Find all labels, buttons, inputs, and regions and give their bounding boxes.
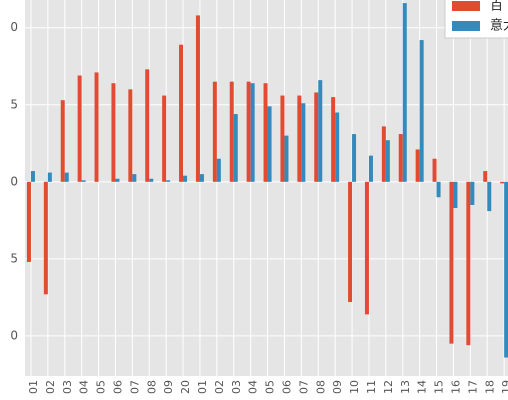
bar	[111, 83, 116, 182]
bar	[436, 181, 441, 198]
bar	[449, 181, 454, 344]
bar	[81, 180, 86, 182]
x-tick-label: 04	[247, 380, 260, 394]
x-tick-label: 04	[78, 380, 91, 394]
bar	[504, 181, 508, 358]
x-tick-label: 02	[44, 380, 57, 394]
bar	[128, 89, 133, 182]
x-tick-label: 06	[280, 380, 293, 394]
bar	[364, 181, 369, 315]
x-tick-label: 10	[348, 380, 361, 394]
bar	[132, 174, 137, 182]
bar	[233, 114, 238, 182]
y-tick-label: 0	[10, 20, 18, 34]
bar	[267, 106, 272, 182]
y-tick-label: 0	[10, 328, 18, 342]
x-tick-label: 07	[297, 380, 310, 394]
bar	[348, 181, 353, 303]
bar	[26, 181, 31, 262]
x-tick-label: 08	[145, 380, 158, 394]
bar	[402, 3, 407, 182]
bar	[331, 97, 336, 182]
bar	[77, 75, 82, 182]
x-tick-label: 13	[399, 380, 412, 394]
x-tick-label: 18	[483, 380, 496, 394]
x-tick-label: 05	[95, 380, 108, 394]
bar	[453, 181, 458, 209]
x-tick-label: 12	[382, 380, 395, 394]
bar	[195, 15, 200, 182]
bar	[149, 178, 154, 182]
x-tick-label: 03	[61, 380, 74, 394]
bar	[297, 95, 302, 182]
bar	[335, 112, 340, 182]
bar	[483, 171, 488, 182]
x-tick-label: 01	[196, 380, 209, 394]
y-tick-label: 5	[10, 251, 18, 265]
x-tick-label: 17	[466, 380, 479, 394]
bar	[199, 174, 204, 182]
x-tick-label: 09	[331, 380, 344, 394]
x-tick-label: 05	[264, 380, 277, 394]
bar	[60, 100, 65, 182]
x-tick-label: 20	[179, 380, 192, 394]
x-tick-label: 15	[433, 380, 446, 394]
legend-label: 百	[490, 0, 503, 14]
x-tick-label: 19	[500, 380, 508, 394]
x-tick-label: 16	[449, 380, 462, 394]
bar	[314, 92, 319, 182]
y-tick-label: 0	[10, 174, 18, 188]
x-tick-label: 08	[314, 380, 327, 394]
bar	[466, 181, 471, 346]
bar	[250, 83, 255, 182]
bar	[263, 83, 268, 182]
bar	[301, 103, 306, 182]
bar	[43, 181, 48, 295]
x-tick-label: 06	[111, 380, 124, 394]
x-tick-label: 11	[365, 380, 378, 394]
legend-swatch	[452, 21, 480, 31]
bar	[487, 181, 492, 212]
bar	[381, 126, 386, 182]
bar	[470, 181, 475, 205]
bar	[368, 155, 373, 182]
bar	[432, 158, 437, 182]
x-tick-label: 07	[128, 380, 141, 394]
bar	[115, 178, 120, 182]
bar	[179, 44, 184, 182]
bar	[284, 135, 289, 182]
x-tick-label: 14	[416, 380, 429, 394]
legend-swatch	[452, 1, 480, 11]
x-tick-label: 02	[213, 380, 226, 394]
bar	[94, 72, 99, 182]
bar	[419, 40, 424, 182]
legend-label: 意大	[490, 18, 508, 34]
bar	[145, 69, 150, 182]
bar	[212, 81, 217, 182]
bar	[500, 181, 505, 184]
bar	[47, 172, 52, 182]
x-tick-label: 01	[27, 380, 40, 394]
bar	[280, 95, 285, 182]
bar	[318, 80, 323, 182]
y-tick-label: 5	[10, 97, 18, 111]
bar	[183, 175, 188, 182]
bar	[246, 81, 251, 182]
bar	[398, 134, 403, 182]
bar	[415, 149, 420, 182]
bar	[352, 134, 357, 182]
bar	[216, 158, 221, 182]
bar	[30, 171, 35, 182]
x-tick-label: 03	[230, 380, 243, 394]
plot-background	[25, 0, 508, 376]
bar	[64, 172, 69, 182]
bar	[385, 140, 390, 182]
bar	[162, 95, 167, 182]
bar	[229, 81, 234, 182]
bar	[166, 180, 171, 182]
x-tick-label: 09	[162, 380, 175, 394]
